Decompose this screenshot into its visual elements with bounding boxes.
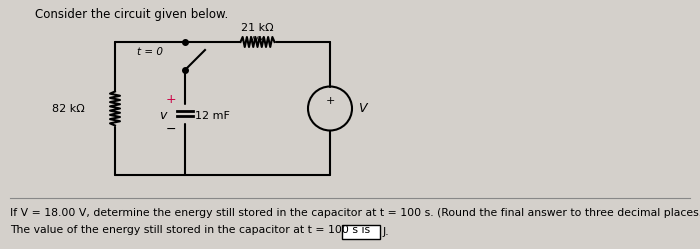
Text: v: v xyxy=(160,109,167,122)
Text: The value of the energy still stored in the capacitor at t = 100 s is: The value of the energy still stored in … xyxy=(10,225,370,235)
Text: ᵥᵥᵥ: ᵥᵥᵥ xyxy=(250,29,265,43)
Text: V: V xyxy=(358,102,367,115)
Text: J.: J. xyxy=(383,227,390,237)
Text: −: − xyxy=(166,123,176,136)
Text: +: + xyxy=(326,96,335,106)
Text: 12 mF: 12 mF xyxy=(195,111,230,121)
FancyBboxPatch shape xyxy=(342,225,380,239)
Text: 21 kΩ: 21 kΩ xyxy=(241,23,274,33)
Text: If V = 18.00 V, determine the energy still stored in the capacitor at t = 100 s.: If V = 18.00 V, determine the energy sti… xyxy=(10,208,700,218)
Text: 82 kΩ: 82 kΩ xyxy=(52,104,85,114)
Text: +: + xyxy=(166,93,176,106)
Text: t = 0: t = 0 xyxy=(137,47,163,57)
Text: Consider the circuit given below.: Consider the circuit given below. xyxy=(35,8,228,21)
